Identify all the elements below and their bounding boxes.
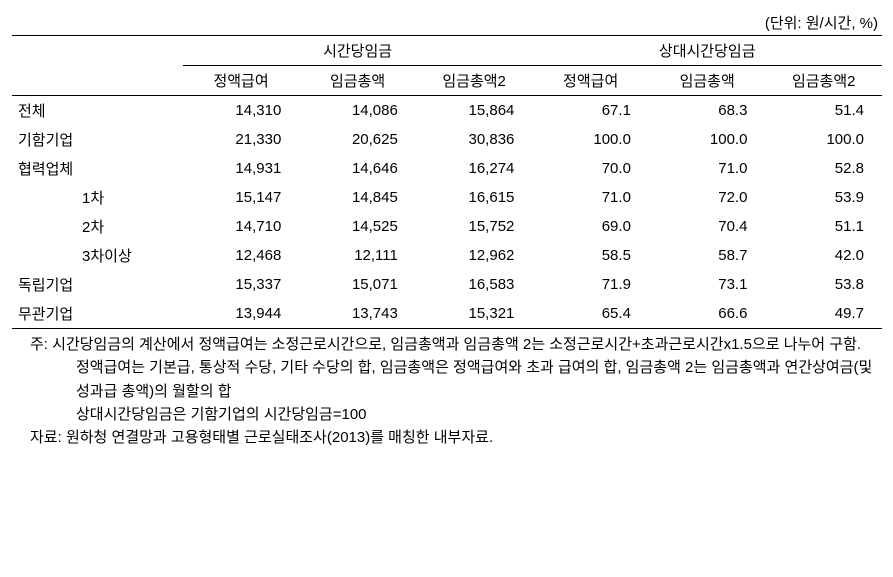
cell-value: 14,646	[299, 154, 416, 183]
header-sub-4: 임금총액	[649, 66, 766, 96]
cell-value: 15,752	[416, 212, 533, 241]
table-row: 기함기업21,33020,62530,836100.0100.0100.0	[12, 125, 882, 154]
cell-value: 73.1	[649, 270, 766, 299]
row-label: 전체	[12, 96, 183, 126]
cell-value: 12,111	[299, 241, 416, 270]
cell-value: 72.0	[649, 183, 766, 212]
cell-value: 21,330	[183, 125, 300, 154]
row-label: 기함기업	[12, 125, 183, 154]
cell-value: 15,864	[416, 96, 533, 126]
cell-value: 53.8	[765, 270, 882, 299]
cell-value: 49.7	[765, 299, 882, 329]
cell-value: 100.0	[532, 125, 649, 154]
header-sub-2: 임금총액2	[416, 66, 533, 96]
table-row: 2차14,71014,52515,75269.070.451.1	[12, 212, 882, 241]
cell-value: 30,836	[416, 125, 533, 154]
header-sub-1: 임금총액	[299, 66, 416, 96]
header-blank-2	[12, 66, 183, 96]
wage-table: 시간당임금 상대시간당임금 정액급여 임금총액 임금총액2 정액급여 임금총액 …	[12, 35, 882, 329]
cell-value: 69.0	[532, 212, 649, 241]
cell-value: 14,931	[183, 154, 300, 183]
note-line-0: 시간당임금의 계산에서 정액급여는 소정근로시간으로, 임금총액과 임금총액 2…	[52, 336, 861, 353]
row-label: 독립기업	[12, 270, 183, 299]
cell-value: 51.1	[765, 212, 882, 241]
cell-value: 58.7	[649, 241, 766, 270]
cell-value: 13,743	[299, 299, 416, 329]
source-line: 자료: 원하청 연결망과 고용형태별 근로실태조사(2013)를 매칭한 내부자…	[30, 426, 882, 449]
cell-value: 14,525	[299, 212, 416, 241]
cell-value: 14,086	[299, 96, 416, 126]
cell-value: 70.0	[532, 154, 649, 183]
table-row: 전체14,31014,08615,86467.168.351.4	[12, 96, 882, 126]
cell-value: 15,147	[183, 183, 300, 212]
cell-value: 66.6	[649, 299, 766, 329]
header-sub-0: 정액급여	[183, 66, 300, 96]
cell-value: 12,468	[183, 241, 300, 270]
table-row: 3차이상12,46812,11112,96258.558.742.0	[12, 241, 882, 270]
cell-value: 68.3	[649, 96, 766, 126]
row-label: 3차이상	[12, 241, 183, 270]
header-blank	[12, 36, 183, 66]
cell-value: 12,962	[416, 241, 533, 270]
cell-value: 13,944	[183, 299, 300, 329]
row-label: 무관기업	[12, 299, 183, 329]
note-1: 주: 시간당임금의 계산에서 정액급여는 소정근로시간으로, 임금총액과 임금총…	[30, 333, 882, 356]
table-row: 독립기업15,33715,07116,58371.973.153.8	[12, 270, 882, 299]
header-group-relative: 상대시간당임금	[532, 36, 882, 66]
cell-value: 15,071	[299, 270, 416, 299]
note-line-2: 상대시간당임금은 기함기업의 시간당임금=100	[30, 403, 882, 426]
cell-value: 16,274	[416, 154, 533, 183]
cell-value: 70.4	[649, 212, 766, 241]
cell-value: 20,625	[299, 125, 416, 154]
cell-value: 71.0	[532, 183, 649, 212]
cell-value: 100.0	[765, 125, 882, 154]
header-sub-3: 정액급여	[532, 66, 649, 96]
table-body: 전체14,31014,08615,86467.168.351.4기함기업21,3…	[12, 96, 882, 329]
cell-value: 16,615	[416, 183, 533, 212]
cell-value: 52.8	[765, 154, 882, 183]
cell-value: 42.0	[765, 241, 882, 270]
row-label: 2차	[12, 212, 183, 241]
source-text: 원하청 연결망과 고용형태별 근로실태조사(2013)를 매칭한 내부자료.	[66, 429, 493, 446]
cell-value: 14,310	[183, 96, 300, 126]
cell-value: 16,583	[416, 270, 533, 299]
cell-value: 100.0	[649, 125, 766, 154]
note-line-1: 정액급여는 기본급, 통상적 수당, 기타 수당의 합, 임금총액은 정액급여와…	[30, 356, 882, 403]
header-group-hourly: 시간당임금	[183, 36, 533, 66]
cell-value: 14,710	[183, 212, 300, 241]
cell-value: 71.9	[532, 270, 649, 299]
cell-value: 65.4	[532, 299, 649, 329]
cell-value: 53.9	[765, 183, 882, 212]
row-label: 1차	[12, 183, 183, 212]
header-sub-5: 임금총액2	[765, 66, 882, 96]
cell-value: 71.0	[649, 154, 766, 183]
cell-value: 15,337	[183, 270, 300, 299]
unit-label: (단위: 원/시간, %)	[12, 12, 882, 33]
source-prefix: 자료:	[30, 429, 62, 446]
cell-value: 15,321	[416, 299, 533, 329]
table-row: 1차15,14714,84516,61571.072.053.9	[12, 183, 882, 212]
table-row: 무관기업13,94413,74315,32165.466.649.7	[12, 299, 882, 329]
cell-value: 58.5	[532, 241, 649, 270]
cell-value: 51.4	[765, 96, 882, 126]
row-label: 협력업체	[12, 154, 183, 183]
cell-value: 67.1	[532, 96, 649, 126]
note-prefix: 주:	[30, 336, 48, 353]
table-row: 협력업체14,93114,64616,27470.071.052.8	[12, 154, 882, 183]
footnotes: 주: 시간당임금의 계산에서 정액급여는 소정근로시간으로, 임금총액과 임금총…	[12, 333, 882, 449]
cell-value: 14,845	[299, 183, 416, 212]
